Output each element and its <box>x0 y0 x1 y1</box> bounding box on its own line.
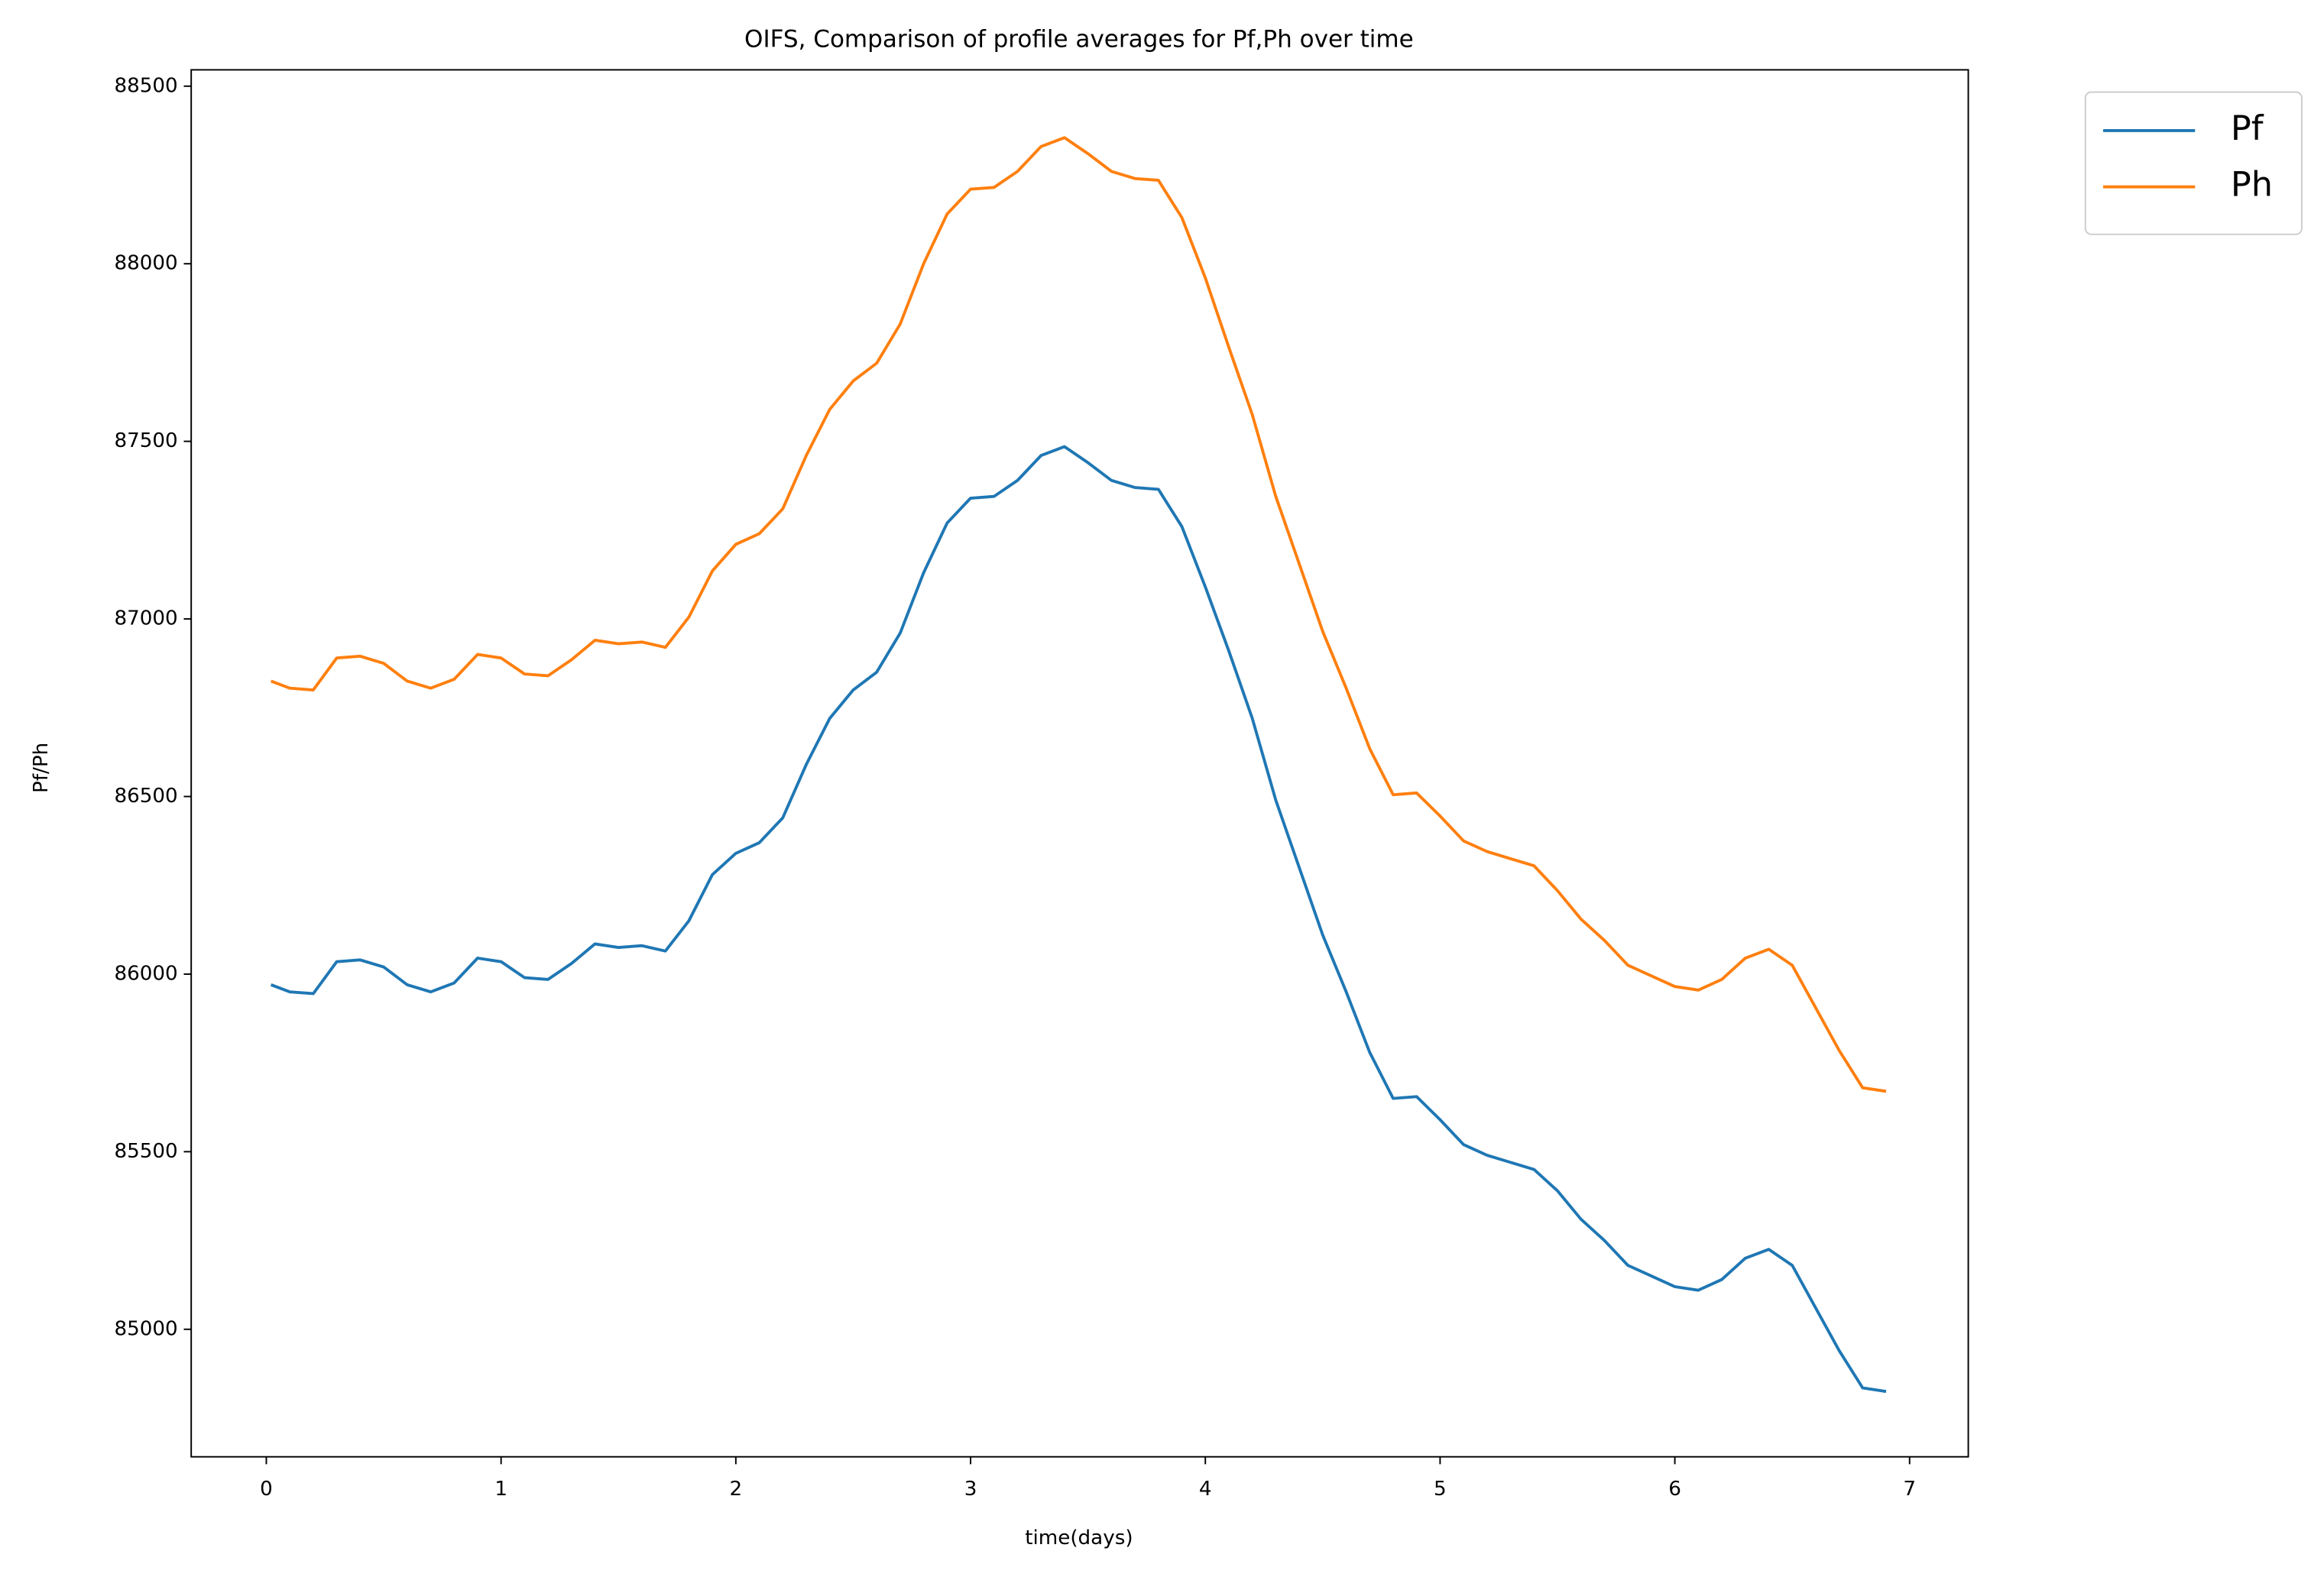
x-tick-label: 1 <box>494 1478 507 1501</box>
plot-frame <box>190 69 1969 1458</box>
y-tick-label: 86500 <box>114 785 177 808</box>
x-tick-label: 2 <box>730 1478 743 1501</box>
y-tick-label: 88500 <box>114 74 177 97</box>
y-tick-label: 87500 <box>114 429 177 452</box>
x-axis-label: time(days) <box>1025 1527 1133 1549</box>
chart-title: OIFS, Comparison of profile averages for… <box>744 26 1414 53</box>
x-tick-label: 0 <box>260 1478 273 1501</box>
legend-box <box>2084 91 2303 235</box>
y-tick-label: 85000 <box>114 1317 177 1340</box>
data-line <box>270 445 1887 1394</box>
y-axis-label: Pf/Ph <box>30 743 53 793</box>
x-tick-label: 6 <box>1668 1478 1681 1501</box>
legend-label: Pf <box>2231 108 2264 148</box>
y-tick-label: 85500 <box>114 1140 177 1163</box>
y-tick-label: 88000 <box>114 252 177 275</box>
x-tick-label: 5 <box>1434 1478 1447 1501</box>
x-tick-label: 4 <box>1199 1478 1212 1501</box>
x-tick-label: 7 <box>1903 1478 1916 1501</box>
y-tick-label: 87000 <box>114 607 177 630</box>
x-tick-label: 3 <box>964 1478 977 1501</box>
legend-label: Ph <box>2231 165 2273 205</box>
data-line <box>270 136 1887 1093</box>
y-tick-label: 86000 <box>114 962 177 985</box>
